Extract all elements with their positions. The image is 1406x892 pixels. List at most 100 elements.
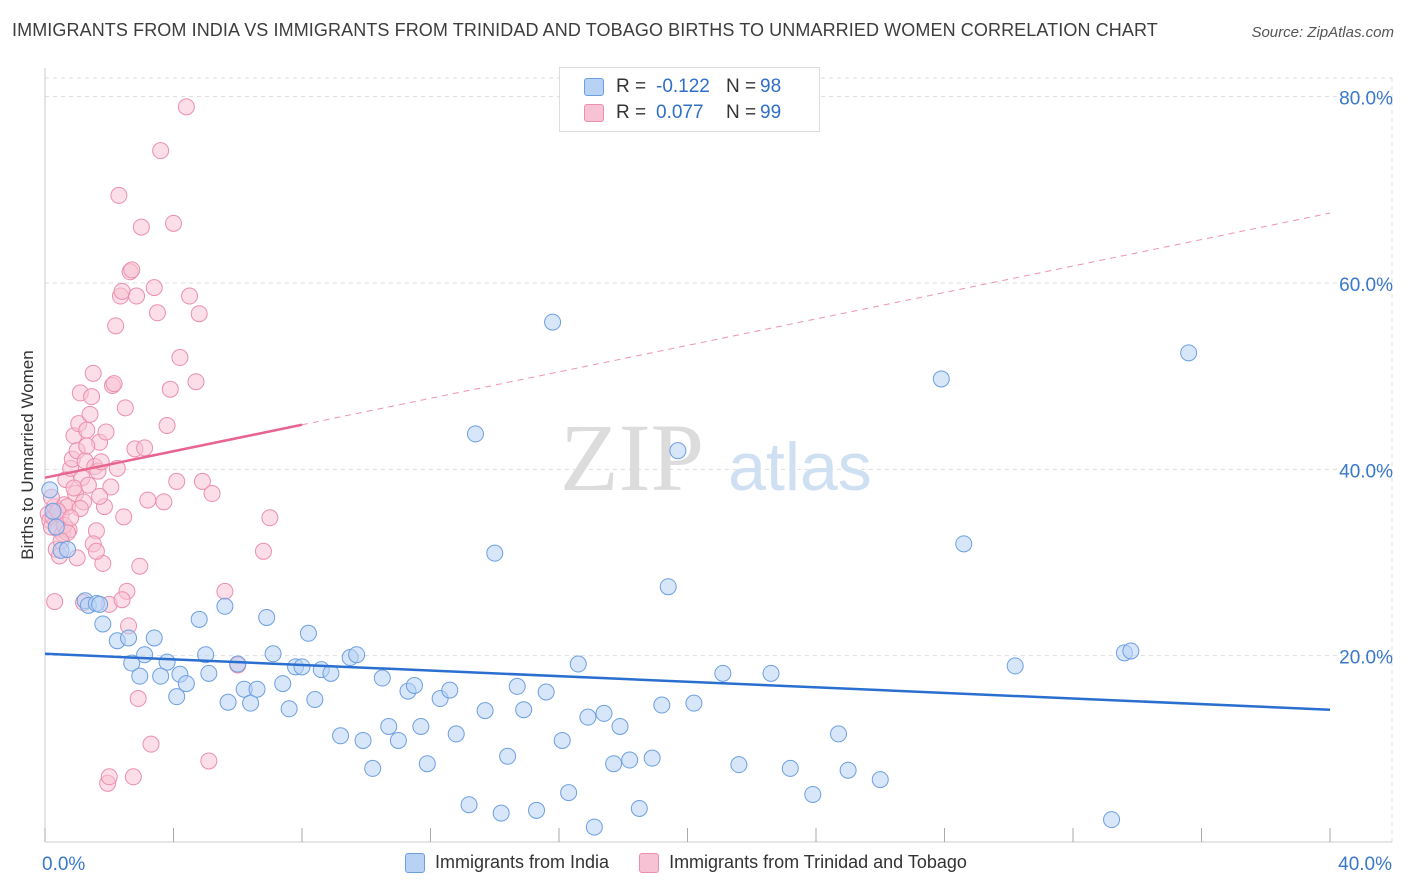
y-tick-label: 80.0%	[1339, 89, 1393, 110]
watermark: ZIP atlas	[560, 404, 872, 511]
point-india	[412, 717, 430, 735]
point-india	[41, 481, 59, 499]
point-india	[229, 655, 247, 673]
point-tt	[100, 768, 118, 786]
legend-label-india: Immigrants from India	[435, 852, 610, 872]
point-india	[829, 725, 847, 743]
point-india	[685, 694, 703, 712]
point-india	[595, 704, 613, 722]
point-india	[762, 664, 780, 682]
point-india	[659, 578, 677, 596]
x-tick-label: 0.0%	[42, 854, 85, 875]
trend-line-india	[44, 652, 1331, 711]
point-tt	[115, 508, 133, 526]
point-tt	[87, 542, 105, 560]
point-tt	[203, 485, 221, 503]
legend-item-india: Immigrants from India	[405, 852, 609, 873]
legend-item-tt: Immigrants from Trinidad and Tobago	[639, 852, 967, 873]
point-india	[537, 683, 555, 701]
point-tt	[161, 380, 179, 398]
point-india	[120, 629, 138, 647]
legend-swatch-tt	[584, 104, 604, 122]
y-tick-label: 20.0%	[1339, 648, 1393, 669]
legend-n-value-tt: 99	[760, 102, 782, 123]
tick-labels: 20.0% 40.0% 60.0% 80.0% 0.0% 40.0%	[42, 89, 1393, 875]
point-india	[932, 370, 950, 388]
point-india	[248, 680, 266, 698]
point-india	[94, 615, 112, 633]
point-india	[152, 667, 170, 685]
point-india	[380, 717, 398, 735]
point-tt	[177, 98, 195, 116]
legend-swatch-india	[584, 78, 604, 96]
point-india	[373, 669, 391, 687]
point-india	[460, 796, 478, 814]
point-tt	[116, 399, 134, 417]
point-tt	[97, 423, 115, 441]
point-tt	[131, 557, 149, 575]
point-tt	[158, 417, 176, 435]
point-india	[669, 442, 687, 460]
point-india	[1006, 657, 1024, 675]
point-india	[348, 646, 366, 664]
point-india	[585, 818, 603, 836]
point-india	[123, 654, 141, 672]
point-india	[44, 502, 62, 520]
point-india	[197, 646, 215, 664]
chart-title: IMMIGRANTS FROM INDIA VS IMMIGRANTS FROM…	[12, 20, 1158, 40]
point-tt	[128, 287, 146, 305]
point-tt	[193, 472, 211, 490]
point-india	[280, 700, 298, 718]
point-india	[418, 755, 436, 773]
point-india	[560, 784, 578, 802]
point-tt	[261, 509, 279, 527]
point-tt	[123, 261, 141, 279]
point-tt	[148, 304, 166, 322]
stats-legend: R = -0.122 N = 98 R = 0.077 N = 99	[559, 67, 820, 132]
y-tick-label: 40.0%	[1339, 461, 1393, 482]
legend-n-value-india: 98	[760, 76, 782, 97]
point-india	[293, 658, 311, 676]
point-tt	[113, 282, 131, 300]
point-india	[528, 801, 546, 819]
point-india	[476, 702, 494, 720]
point-india	[486, 544, 504, 562]
point-india	[242, 694, 260, 712]
point-india	[714, 664, 732, 682]
watermark-atlas: atlas	[728, 429, 872, 505]
axes	[44, 68, 1392, 843]
point-india	[306, 690, 324, 708]
point-india	[58, 540, 76, 558]
point-india	[190, 610, 208, 628]
y-tick-label: 60.0%	[1339, 275, 1393, 296]
point-tt	[91, 487, 109, 505]
point-india	[91, 595, 109, 613]
point-india	[569, 655, 587, 673]
point-india	[219, 693, 237, 711]
point-india	[804, 785, 822, 803]
point-india	[131, 667, 149, 685]
y-axis-label: Births to Unmarried Women	[18, 350, 37, 560]
point-tt	[113, 591, 131, 609]
point-india	[322, 664, 340, 682]
point-india	[653, 696, 671, 714]
point-india	[630, 799, 648, 817]
point-tt	[84, 364, 102, 382]
point-tt	[181, 287, 199, 305]
legend-r-label: R =	[616, 102, 647, 123]
point-tt	[216, 582, 234, 600]
point-tt	[124, 768, 142, 786]
grid-lines	[45, 77, 1393, 842]
point-india	[441, 681, 459, 699]
point-india	[264, 645, 282, 663]
point-india	[781, 759, 799, 777]
point-tt	[187, 373, 205, 391]
legend-swatch-tt	[639, 852, 660, 873]
point-tt	[83, 388, 101, 406]
point-tt	[81, 405, 99, 423]
point-tt	[171, 349, 189, 367]
legend-row-tt: R = 0.077 N = 99	[584, 100, 781, 126]
point-tt	[62, 509, 80, 527]
point-india	[839, 761, 857, 779]
